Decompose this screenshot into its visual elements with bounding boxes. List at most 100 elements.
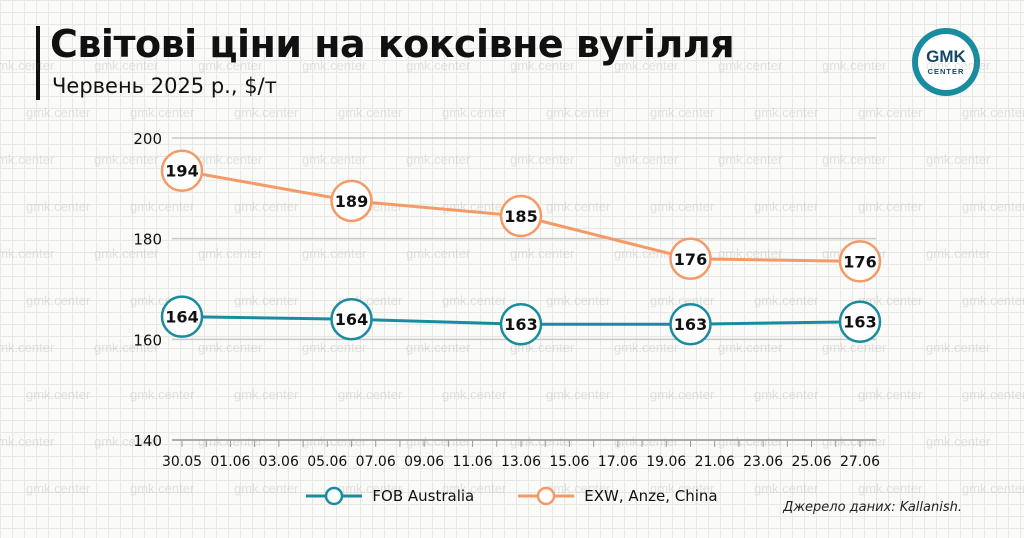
watermark-text: gmk.center — [614, 246, 679, 261]
data-point-fob — [330, 297, 373, 341]
watermark-text: gmk.center — [26, 293, 91, 308]
watermark-text: gmk.center — [926, 152, 991, 167]
watermark-text: gmk.center — [26, 105, 91, 120]
watermark-text: gmk.center — [822, 434, 887, 449]
legend-swatch-exw — [518, 486, 575, 506]
data-label-fob: 163 — [674, 315, 707, 334]
watermark-text: gmk.center — [510, 58, 575, 73]
watermark-text: gmk.center — [510, 246, 575, 261]
x-tick-label: 27.06 — [840, 454, 880, 470]
data-label-exw: 176 — [843, 252, 876, 271]
watermark-text: gmk.center — [650, 481, 715, 496]
data-label-fob: 163 — [843, 313, 876, 332]
watermark-text: gmk.center — [442, 293, 507, 308]
watermark-text: gmk.center — [302, 340, 367, 355]
data-point-fob — [160, 295, 204, 338]
data-point-fob — [499, 302, 543, 346]
legend-item-fob: FOB Australia — [306, 486, 474, 506]
watermark-text: gmk.center — [0, 246, 55, 261]
watermark-text: gmk.center — [650, 387, 715, 402]
watermark-text: gmk.center — [962, 105, 1024, 120]
page-subtitle: Червень 2025 р., $/т — [52, 74, 277, 98]
x-tick-label: 23.06 — [743, 454, 783, 470]
watermark-text: gmk.center — [614, 58, 679, 73]
title-accent-bar — [36, 26, 40, 100]
watermark-text: gmk.center — [26, 387, 91, 402]
watermark-text: gmk.center — [614, 434, 679, 449]
watermark-text: gmk.center — [94, 434, 159, 449]
watermark-text: gmk.center — [546, 199, 611, 214]
watermark-text: gmk.center — [406, 58, 471, 73]
watermark-text: gmk.center — [926, 58, 991, 73]
watermark-text: gmk.center — [546, 481, 611, 496]
watermark-text: gmk.center — [822, 152, 887, 167]
watermark-text: gmk.center — [962, 481, 1024, 496]
watermark-text: gmk.center — [926, 246, 991, 261]
data-label-fob: 164 — [335, 310, 368, 329]
watermark-text: gmk.center — [510, 152, 575, 167]
watermark-text: gmk.center — [858, 199, 923, 214]
legend-marker-fob — [325, 486, 344, 506]
watermark-text: gmk.center — [858, 387, 923, 402]
x-tick-label: 07.06 — [356, 454, 396, 470]
watermark-text: gmk.center — [198, 246, 263, 261]
watermark-text: gmk.center — [94, 246, 159, 261]
x-tick-label: 13.06 — [501, 454, 541, 470]
watermark-text: gmk.center — [130, 105, 195, 120]
watermark-text: gmk.center — [718, 58, 783, 73]
watermark-text: gmk.center — [442, 387, 507, 402]
watermark-text: gmk.center — [614, 340, 679, 355]
page-title: Світові ціни на коксівне вугілля — [50, 22, 735, 66]
watermark-text: gmk.center — [234, 105, 299, 120]
watermark-text: gmk.center — [754, 481, 819, 496]
watermark-text: gmk.center — [302, 58, 367, 73]
data-point-fob — [838, 300, 882, 343]
watermark-text: gmk.center — [26, 481, 91, 496]
data-label-fob: 163 — [504, 315, 537, 334]
watermark-text: gmk.center — [926, 340, 991, 355]
watermark-text: gmk.center — [754, 387, 819, 402]
y-tick-label: 200 — [133, 130, 162, 148]
x-tick-label: 01.06 — [210, 454, 250, 470]
data-label-exw: 176 — [674, 250, 707, 269]
data-source-note: Джерело даних: Kallanish. — [783, 500, 962, 515]
x-tick-label: 15.06 — [549, 454, 589, 470]
watermark-text: gmk.center — [754, 293, 819, 308]
watermark-text: gmk.center — [198, 152, 263, 167]
watermark-text: gmk.center — [130, 199, 195, 214]
watermark-text: gmk.center — [962, 199, 1024, 214]
watermark-text: gmk.center — [338, 387, 403, 402]
watermark-text: gmk.center — [130, 481, 195, 496]
watermark-text: gmk.center — [406, 152, 471, 167]
watermark-text: gmk.center — [0, 340, 55, 355]
watermark-text: gmk.center — [754, 105, 819, 120]
data-point-exw — [330, 179, 373, 223]
watermark-text: gmk.center — [198, 340, 263, 355]
watermark-text: gmk.center — [718, 340, 783, 355]
watermark-text: gmk.center — [510, 434, 575, 449]
data-label-exw: 194 — [165, 162, 198, 181]
watermark-text: gmk.center — [234, 199, 299, 214]
watermark-text: gmk.center — [0, 434, 55, 449]
chart-legend: FOB Australia EXW, Anze, China — [0, 486, 1024, 506]
y-tick-label: 160 — [133, 331, 162, 349]
watermark-text: gmk.center — [650, 199, 715, 214]
legend-swatch-fob — [306, 486, 363, 506]
x-tick-label: 05.06 — [307, 454, 347, 470]
data-label-exw: 185 — [504, 207, 537, 226]
watermark-text: gmk.center — [130, 387, 195, 402]
watermark-text: gmk.center — [650, 293, 715, 308]
x-tick-label: 17.06 — [598, 454, 638, 470]
watermark-text: gmk.center — [962, 293, 1024, 308]
data-label-fob: 164 — [165, 308, 198, 327]
logo-inner-disc — [918, 34, 974, 90]
watermark-text: gmk.center — [822, 340, 887, 355]
watermark-text: gmk.center — [614, 152, 679, 167]
watermark-text: gmk.center — [406, 246, 471, 261]
watermark-text: gmk.center — [234, 293, 299, 308]
watermark-text: gmk.center — [442, 481, 507, 496]
watermark-text: gmk.center — [198, 58, 263, 73]
watermark-text: gmk.center — [406, 434, 471, 449]
watermark-text: gmk.center — [442, 105, 507, 120]
